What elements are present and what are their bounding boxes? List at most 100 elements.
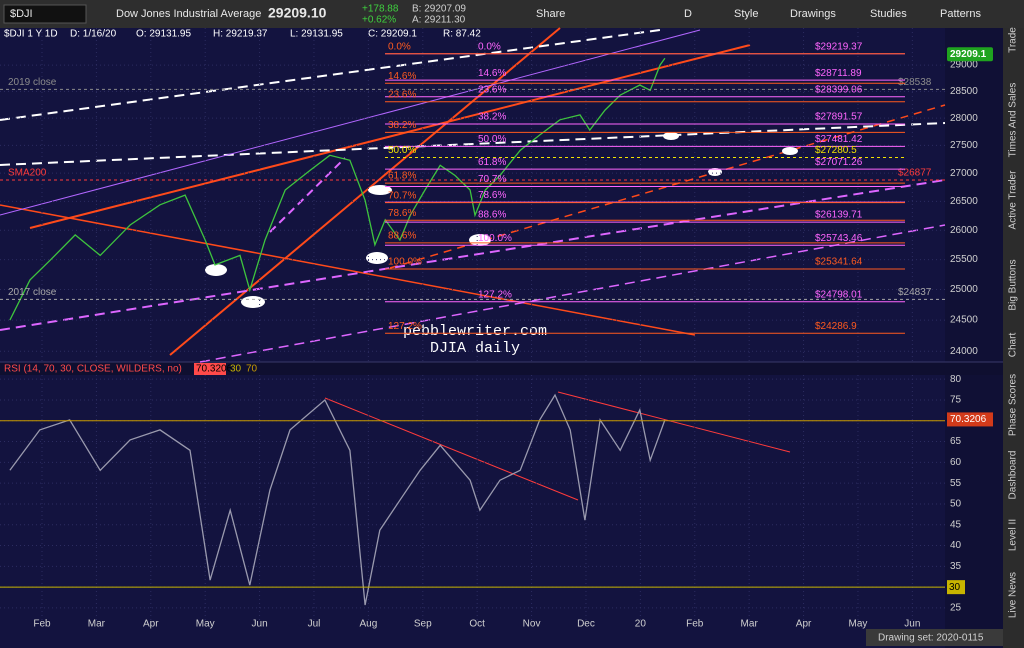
toolbar [0,0,1024,28]
change: +178.88 [362,4,399,15]
x-tick-label: Dec [577,619,595,630]
button[interactable]: Style [734,8,758,20]
y-tick-label: 28500 [950,86,978,97]
fib-percent: 88.6% [388,230,416,241]
instrument-name: Dow Jones Industrial Average [116,8,261,20]
last-price-label: 29209.1 [950,49,987,60]
side-tab[interactable]: Trade [1008,27,1019,53]
y-tick-label: 50 [950,499,962,510]
x-tick-label: Mar [88,619,106,630]
button[interactable]: D [684,8,692,20]
y-tick-label: 80 [950,374,962,385]
trend-line [169,27,561,356]
price-line [9,393,666,606]
fib-price: $27481.42 [815,134,863,145]
fib-price: $25743.46 [815,233,863,244]
button[interactable]: Share [536,8,565,20]
side-tab[interactable]: Live News [1008,572,1019,618]
marker [368,185,392,195]
fib-percent: 14.6% [388,71,416,82]
reference-label: 2017 close [8,287,57,298]
x-tick-label: Jul [308,619,321,630]
reference-price: $26877 [898,168,932,179]
y-tick-label: 27000 [950,168,978,179]
rsi-trend-line [557,391,791,453]
trend-line [199,224,946,363]
fib-percent: 88.6% [478,210,506,221]
fib-percent: 127.2% [388,321,422,332]
bid: B: 29207.09 [412,4,466,15]
trend-line [29,44,751,229]
oversold-label: 30 [949,582,961,593]
header-field: R: 87.42 [443,29,481,40]
fib-price: $25341.64 [815,257,863,268]
side-tab[interactable]: Big Buttons [1008,259,1019,310]
marker [782,147,798,155]
marker [241,296,265,308]
y-tick-label: 45 [950,519,962,530]
fib-price: $27071.26 [815,157,863,168]
chart-background [0,28,1003,648]
fib-percent: 23.6% [388,89,416,100]
y-tick-label: 26500 [950,196,978,207]
x-tick-label: Nov [523,619,541,630]
x-tick-label: Apr [143,619,159,630]
fib-percent: 50.0% [478,134,506,145]
button[interactable]: Studies [870,8,907,20]
side-tab[interactable]: Active Trader [1008,170,1019,230]
fib-percent: 127.2% [478,289,512,300]
rsi-value-label: 70.3206 [950,414,987,425]
fib-price: $27891.57 [815,112,863,123]
button[interactable]: Drawings [790,8,836,20]
trend-line [0,29,701,216]
fib-percent: 78.6% [388,208,416,219]
fib-percent: 100.0% [478,233,512,244]
fib-percent: 70.7% [388,190,416,201]
y-tick-label: 28000 [950,113,978,124]
header-field: C: 29209.1 [368,29,417,40]
change-percent: +0.62% [362,15,396,26]
side-tab[interactable]: Dashboard [1008,451,1019,500]
fib-percent: 50.0% [388,145,416,156]
fib-percent: 23.6% [478,84,506,95]
y-tick-label: 25000 [950,284,978,295]
marker [205,264,227,276]
rsi-header-bar [0,362,1003,375]
symbol-box[interactable] [3,4,87,24]
y-tick-label: 26000 [950,225,978,236]
x-tick-label: Feb [33,619,51,630]
header-field: H: 29219.37 [213,29,268,40]
y-tick-label: 40 [950,540,962,551]
reference-price: $28538 [898,77,932,88]
side-tab[interactable]: Times And Sales [1008,83,1019,158]
button[interactable]: Patterns [940,8,981,20]
last-price: 29209.10 [268,5,327,21]
trend-line [0,204,696,336]
fib-price: $29219.37 [815,41,863,52]
fib-price: $28711.89 [815,68,862,79]
fib-percent: 61.8% [388,171,416,182]
side-tab[interactable]: Phase Scores [1008,374,1019,436]
x-tick-label: May [849,619,868,630]
x-tick-label: Aug [359,619,377,630]
y-tick-label: 65 [950,436,962,447]
x-tick-label: 20 [635,619,647,630]
y-tick-label: 24000 [950,346,978,357]
side-tab-bar [1003,28,1024,648]
symbol[interactable]: $DJI [10,8,33,20]
footer-box [866,629,1003,646]
side-tab[interactable]: Level II [1008,519,1019,551]
x-tick-label: Sep [414,619,432,630]
marker [366,252,388,264]
y-tick-label: 24500 [950,315,978,326]
reference-label: 2019 close [8,77,57,88]
fib-percent: 78.6% [478,190,506,201]
fib-price: $27280.5 [815,145,857,156]
rsi-header-value: 70.3206 [196,364,233,375]
x-tick-label: Feb [686,619,704,630]
ask: A: 29211.30 [412,15,466,26]
side-tab[interactable]: Chart [1008,333,1019,358]
watermark: pebblewriter.com [403,323,547,340]
